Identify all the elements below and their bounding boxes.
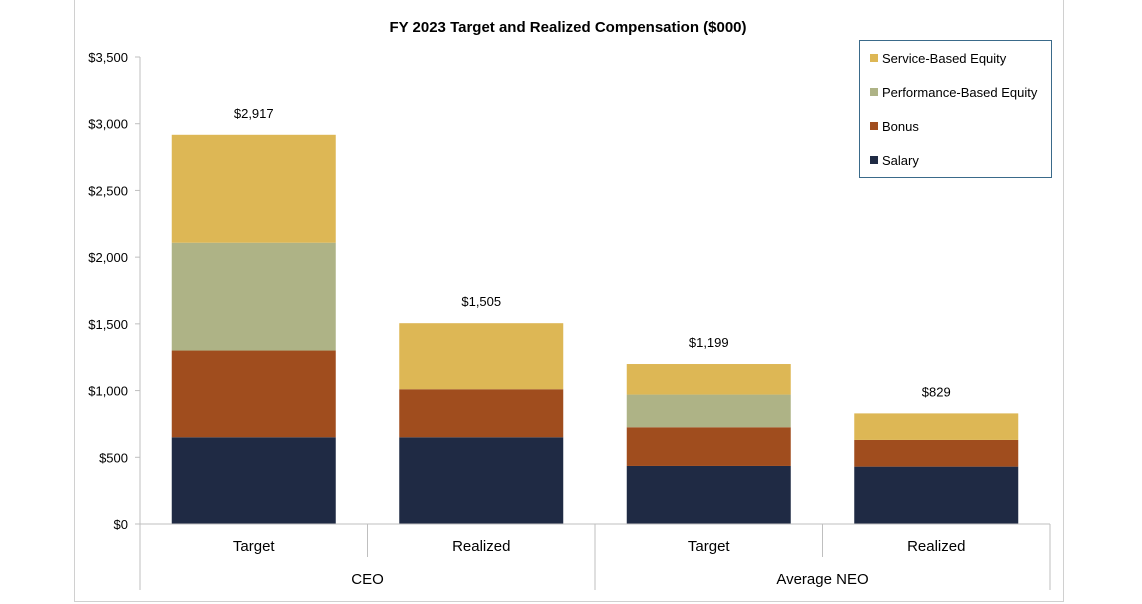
- bars: [171, 134, 1019, 524]
- total-label: $1,199: [689, 335, 729, 350]
- legend-item-performance-based-equity: Performance-Based Equity: [870, 83, 1037, 101]
- legend-swatch-performance-based-equity: [870, 88, 878, 96]
- y-tick-label: $2,500: [88, 183, 128, 198]
- y-tick-label: $3,500: [88, 50, 128, 65]
- x-axis: Target Realized Target Realized CEO Average N…: [139, 523, 1051, 590]
- bar-segment-salary: [626, 465, 791, 524]
- x-tick-label: Realized: [907, 538, 965, 555]
- legend-item-service-based-equity: Service-Based Equity: [870, 49, 1006, 67]
- chart-title: FY 2023 Target and Realized Compensation…: [389, 19, 746, 36]
- bar-segment-service-based-equity: [626, 364, 791, 395]
- y-tick-label: $500: [99, 450, 128, 465]
- legend-item-bonus: Bonus: [870, 117, 919, 135]
- legend-label: Salary: [882, 152, 919, 168]
- y-tick-label: $0: [114, 517, 128, 532]
- bar-segment-bonus: [854, 439, 1019, 467]
- y-axis: $0 $500 $1,000 $1,500 $2,000 $2,500 $3,000 $3,5…: [88, 50, 141, 532]
- bar-segment-service-based-equity: [171, 134, 336, 243]
- x-tick-label: Realized: [452, 538, 510, 555]
- x-tick-label: Target: [233, 538, 276, 555]
- x-tick-label: Target: [688, 538, 731, 555]
- y-tick-label: $2,000: [88, 250, 128, 265]
- legend-swatch-bonus: [870, 122, 878, 130]
- legend-swatch-service-based-equity: [870, 54, 878, 62]
- data-labels: $2,917 $1,505 $1,199 $829: [234, 106, 951, 400]
- x-group-label: CEO: [351, 571, 384, 588]
- bar-segment-salary: [399, 437, 564, 524]
- legend-label: Performance-Based Equity: [882, 84, 1038, 100]
- total-label: $1,505: [461, 294, 501, 309]
- legend-label: Bonus: [882, 118, 919, 134]
- y-tick-label: $3,000: [88, 117, 128, 132]
- bar-segment-salary: [171, 437, 336, 524]
- chart-frame: [74, 0, 1064, 602]
- legend-label: Service-Based Equity: [882, 50, 1007, 66]
- y-tick-label: $1,000: [88, 384, 128, 399]
- bar-segment-salary: [854, 466, 1019, 524]
- bar-segment-service-based-equity: [854, 413, 1019, 440]
- bar-segment-performance-based-equity: [171, 242, 336, 351]
- total-label: $829: [922, 384, 951, 399]
- bar-segment-service-based-equity: [399, 323, 564, 390]
- total-label: $2,917: [234, 106, 274, 121]
- legend-item-salary: Salary: [870, 151, 919, 169]
- legend-swatch-salary: [870, 156, 878, 164]
- bar-segment-bonus: [399, 389, 564, 438]
- y-tick-label: $1,500: [88, 317, 128, 332]
- bar-segment-bonus: [626, 427, 791, 466]
- bar-segment-performance-based-equity: [626, 394, 791, 428]
- x-group-label: Average NEO: [776, 571, 868, 588]
- bar-segment-bonus: [171, 350, 336, 438]
- legend: Service-Based Equity Performance-Based E…: [859, 40, 1052, 178]
